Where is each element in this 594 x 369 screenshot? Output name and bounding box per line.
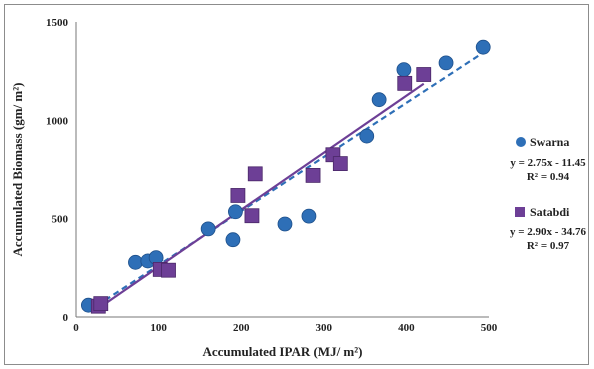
data-point-satabdi [230, 188, 246, 203]
data-point-swarna [359, 128, 375, 144]
data-point-satabdi [244, 208, 260, 224]
y-tick-label: 0 [63, 312, 69, 324]
data-point-satabdi [247, 166, 263, 182]
trendline-swarna [87, 51, 484, 313]
legend-satabdi-marker [515, 207, 525, 217]
data-point-swarna [438, 55, 454, 71]
data-points [80, 39, 491, 314]
data-point-satabdi [161, 262, 176, 278]
trendline-satabdi [97, 82, 425, 310]
data-point-swarna [200, 221, 216, 237]
legend-swarna-marker [516, 137, 526, 147]
data-point-satabdi [93, 296, 109, 312]
trendlines [87, 51, 484, 313]
legend-swarna-name: Swarna [530, 135, 569, 149]
legend-entry-swarna: Swarna y = 2.75x - 11.45 R² = 0.94 [510, 135, 586, 183]
data-point-swarna [128, 254, 143, 270]
x-tick-label: 100 [150, 322, 167, 334]
data-point-swarna [475, 39, 491, 55]
x-tick-label: 500 [481, 322, 498, 334]
x-tick-labels: 0 100 200 300 400 500 [73, 322, 498, 334]
data-point-satabdi [416, 67, 432, 82]
x-tick-label: 400 [398, 322, 415, 334]
legend: Swarna y = 2.75x - 11.45 R² = 0.94 Satab… [510, 135, 586, 252]
legend-satabdi-equation: y = 2.90x - 34.76 [510, 226, 586, 238]
data-point-swarna [277, 216, 293, 232]
y-tick-label: 1500 [46, 17, 69, 29]
x-tick-label: 200 [233, 322, 250, 334]
legend-swarna-r2: R² = 0.94 [527, 171, 570, 183]
data-point-satabdi [397, 75, 413, 91]
y-tick-label: 1000 [46, 115, 69, 127]
data-point-swarna [225, 232, 241, 248]
legend-swarna-equation: y = 2.75x - 11.45 [510, 157, 586, 169]
y-axis-title: Accumulated Biomass (gm/ m²) [10, 83, 25, 257]
data-point-satabdi [332, 156, 348, 172]
legend-satabdi-name: Satabdi [530, 205, 570, 219]
data-point-swarna [371, 92, 387, 108]
axes [75, 22, 489, 318]
data-point-swarna [301, 208, 317, 224]
legend-entry-satabdi: Satabdi y = 2.90x - 34.76 R² = 0.97 [510, 205, 586, 252]
x-axis-title: Accumulated IPAR (MJ/ m²) [203, 344, 363, 359]
y-tick-label: 500 [52, 214, 69, 226]
data-point-swarna [396, 62, 412, 77]
legend-satabdi-r2: R² = 0.97 [527, 240, 570, 252]
data-point-swarna [228, 204, 243, 220]
x-tick-label: 0 [73, 322, 79, 334]
x-tick-label: 300 [316, 322, 333, 334]
data-point-satabdi [305, 167, 321, 183]
y-tick-labels: 0 500 1000 1500 [46, 17, 69, 324]
